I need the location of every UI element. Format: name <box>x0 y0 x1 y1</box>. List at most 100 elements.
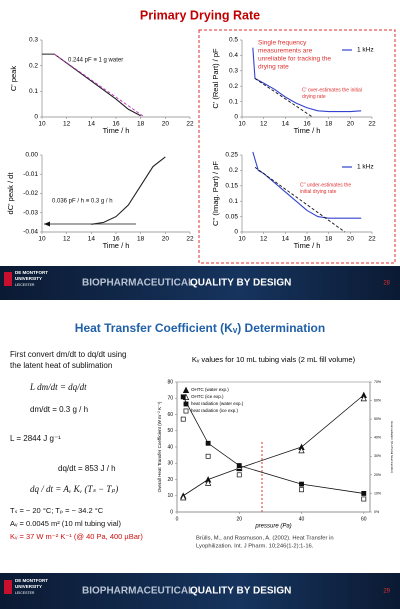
y-tick-label: 0.25 <box>225 152 238 159</box>
annotation: drying rate <box>258 64 289 71</box>
legend-label: 1 kHz <box>357 164 374 171</box>
y-axis-label: Overall Heat Transfer Coefficient (W m⁻²… <box>157 401 162 492</box>
x-tick-label: 20 <box>162 121 170 128</box>
legend-label: OHTC (water exp.) <box>191 387 229 392</box>
citation: Brülls, M., and Rasmuson, A. (2002). Hea… <box>196 536 334 542</box>
y-tick-label: 0.2 <box>229 167 238 174</box>
x-axis-label: pressure (Pa) <box>254 524 291 530</box>
point <box>205 440 211 446</box>
separator <box>0 300 400 312</box>
fit-line <box>254 78 313 118</box>
y-tick-label: 20 <box>167 477 173 483</box>
y-tick-label: 0.2 <box>229 83 238 90</box>
y2-tick-label: 60% <box>374 398 381 402</box>
x-tick-label: 10 <box>38 121 46 128</box>
x-tick-label: 40 <box>299 516 305 522</box>
y-tick-label: 0.2 <box>29 62 38 69</box>
page-number: 28 <box>383 281 390 287</box>
x-tick-label: 14 <box>88 121 96 128</box>
arrow-head <box>44 221 50 227</box>
x-axis-label: Time / h <box>294 126 321 135</box>
annotation: measurements are <box>258 48 313 55</box>
y-tick-label: 0.1 <box>229 98 238 105</box>
annotation: unreliable for tracking the <box>258 56 331 63</box>
y-tick-label: 30 <box>167 461 173 467</box>
slide-title: Heat Transfer Coefficient (Kᵥ) Determina… <box>75 321 325 335</box>
university: UNIVERSITY <box>15 276 42 281</box>
y-tick-label: 0.00 <box>25 152 38 159</box>
point <box>361 496 367 502</box>
point <box>183 408 189 414</box>
point <box>183 401 189 407</box>
footer-band <box>0 266 400 300</box>
y-tick-label: -0.01 <box>23 171 38 178</box>
x-tick-label: 16 <box>112 236 120 243</box>
text-line: Tₛ = − 20 °C; Tₚ = − 34.2 °C <box>10 506 104 515</box>
point <box>205 453 211 459</box>
annotation: C'' under-estimates the <box>300 182 351 188</box>
highlight-box <box>198 29 396 264</box>
point <box>299 481 304 487</box>
point <box>180 416 186 422</box>
university: LEICESTER <box>15 283 35 287</box>
x-tick-label: 20 <box>162 236 170 243</box>
y-tick-label: 0.3 <box>229 68 238 75</box>
y-axis-label: dC' peak / dt <box>6 172 15 215</box>
x-axis-label: Time / h <box>103 126 130 135</box>
legend-label: heat radiation (ice exp.) <box>191 408 239 413</box>
x-tick-label: 18 <box>137 236 145 243</box>
legend-label: 1 kHz <box>357 47 374 54</box>
text-line: First convert dm/dt to dq/dt using <box>10 350 127 359</box>
university: DE MONTFORT <box>15 270 48 275</box>
legend-label: OHTC (ice exp.) <box>191 394 224 399</box>
logo <box>4 580 12 594</box>
x-tick-label: 22 <box>186 121 194 128</box>
y-tick-label: 0.4 <box>229 52 238 59</box>
y-tick-label: 0 <box>34 114 38 121</box>
formula: L dm/dt = dq/dt <box>30 382 87 392</box>
x-tick-label: 22 <box>186 236 194 243</box>
x-tick-label: 22 <box>368 236 376 243</box>
annotation: initial drying rate <box>300 189 337 195</box>
formula: dq / dt = Aᵥ Kᵥ (Tₛ − Tₚ) <box>30 484 119 494</box>
x-tick-label: 10 <box>38 236 46 243</box>
chart-title: Kᵥ values for 10 mL tubing vials (2 mL f… <box>192 355 356 364</box>
x-tick-label: 16 <box>303 236 311 243</box>
text-line: the latent heat of sublimation <box>10 361 113 370</box>
y2-tick-label: 0% <box>374 510 379 514</box>
text-line: dm/dt = 0.3 g / h <box>30 405 89 414</box>
text-line: dq/dt = 853 J / h <box>58 464 116 473</box>
y-tick-label: 0.3 <box>29 37 38 44</box>
annotation: 0.244 pF ≡ 1 g water <box>68 58 123 64</box>
annotation: 0.036 pF / h ≡ 0.3 g / h <box>52 199 113 205</box>
y-tick-label: 10 <box>167 493 173 499</box>
x-tick-label: 18 <box>325 121 333 128</box>
footer-band <box>0 573 400 609</box>
point <box>299 487 304 493</box>
y-tick-label: -0.04 <box>23 229 38 236</box>
logo <box>4 272 12 286</box>
x-tick-label: 20 <box>236 516 242 522</box>
y-axis-label: C' (Real Part) / pF <box>211 48 220 109</box>
x-tick-label: 22 <box>368 121 376 128</box>
x-tick-label: 16 <box>112 121 120 128</box>
y-tick-label: 0 <box>234 114 238 121</box>
x-tick-label: 12 <box>63 236 71 243</box>
x-tick-label: 12 <box>63 121 71 128</box>
point <box>298 446 305 454</box>
y2-tick-label: 70% <box>374 380 381 384</box>
point <box>182 386 190 393</box>
citation: Lyophilization. Int. J Pharm. 10;246(1-2… <box>196 544 314 550</box>
brand: BIOPHARMACEUTICAL <box>82 278 194 289</box>
university: LEICESTER <box>15 591 35 595</box>
fit-line <box>254 166 346 233</box>
point <box>180 394 186 400</box>
brand: QUALITY BY DESIGN <box>190 278 291 289</box>
y-tick-label: 60 <box>167 412 173 418</box>
university: UNIVERSITY <box>15 584 42 589</box>
y2-tick-label: 10% <box>374 491 381 495</box>
slide-title: Primary Drying Rate <box>140 8 260 22</box>
y-tick-label: -0.03 <box>23 209 38 216</box>
series-line <box>252 151 362 219</box>
x-tick-label: 10 <box>238 236 246 243</box>
